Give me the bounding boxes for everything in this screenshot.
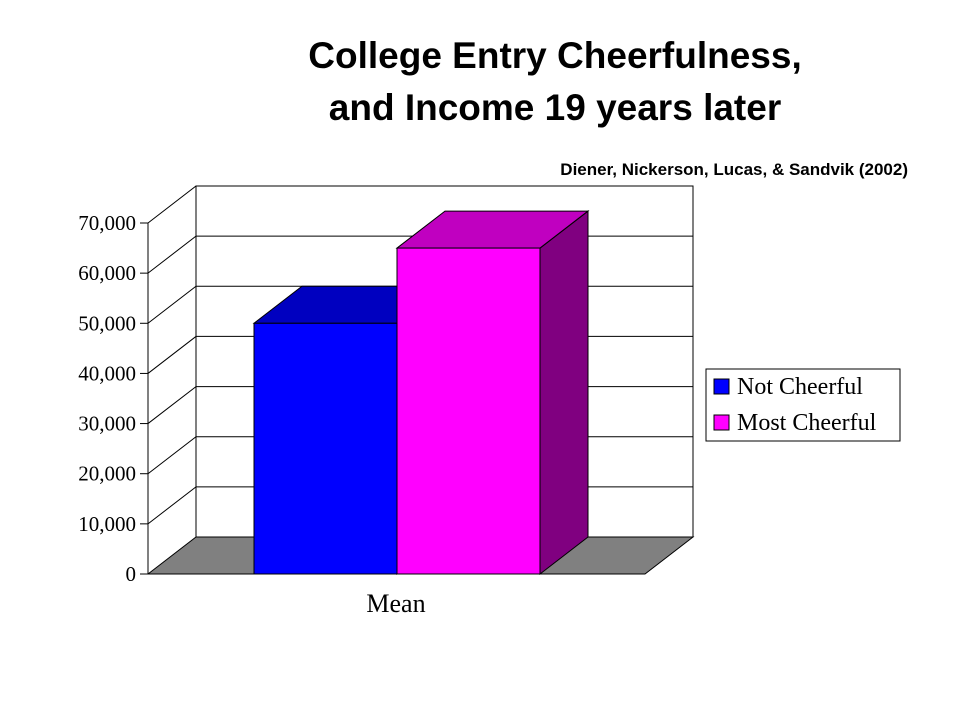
chart-title-line-2: and Income 19 years later	[328, 87, 782, 128]
x-category-label: Mean	[366, 589, 425, 618]
y-tick-label: 40,000	[78, 361, 136, 385]
bar-most-cheerful	[396, 247, 541, 575]
y-tick-label: 10,000	[78, 512, 136, 536]
bar-side-most-cheerful	[539, 210, 589, 576]
legend-swatch-not-cheerful	[713, 378, 730, 395]
chart-title: College Entry Cheerfulness, and Income 1…	[200, 30, 910, 134]
legend-swatch-most-cheerful	[713, 414, 730, 431]
legend-label-not-cheerful: Not Cheerful	[737, 374, 863, 400]
chart-title-line-1: College Entry Cheerfulness,	[308, 35, 802, 76]
legend-label-most-cheerful: Most Cheerful	[737, 410, 877, 436]
y-tick-label: 30,000	[78, 412, 136, 436]
bar-not-cheerful	[253, 322, 398, 575]
y-tick-label: 70,000	[78, 211, 136, 235]
chart-subtitle: Diener, Nickerson, Lucas, & Sandvik (200…	[560, 160, 908, 179]
gridline	[147, 185, 693, 224]
y-tick-label: 0	[126, 562, 137, 586]
legend-box	[705, 368, 901, 442]
y-tick-label: 20,000	[78, 462, 136, 486]
y-tick-label: 60,000	[78, 261, 136, 285]
y-tick-label: 50,000	[78, 311, 136, 335]
